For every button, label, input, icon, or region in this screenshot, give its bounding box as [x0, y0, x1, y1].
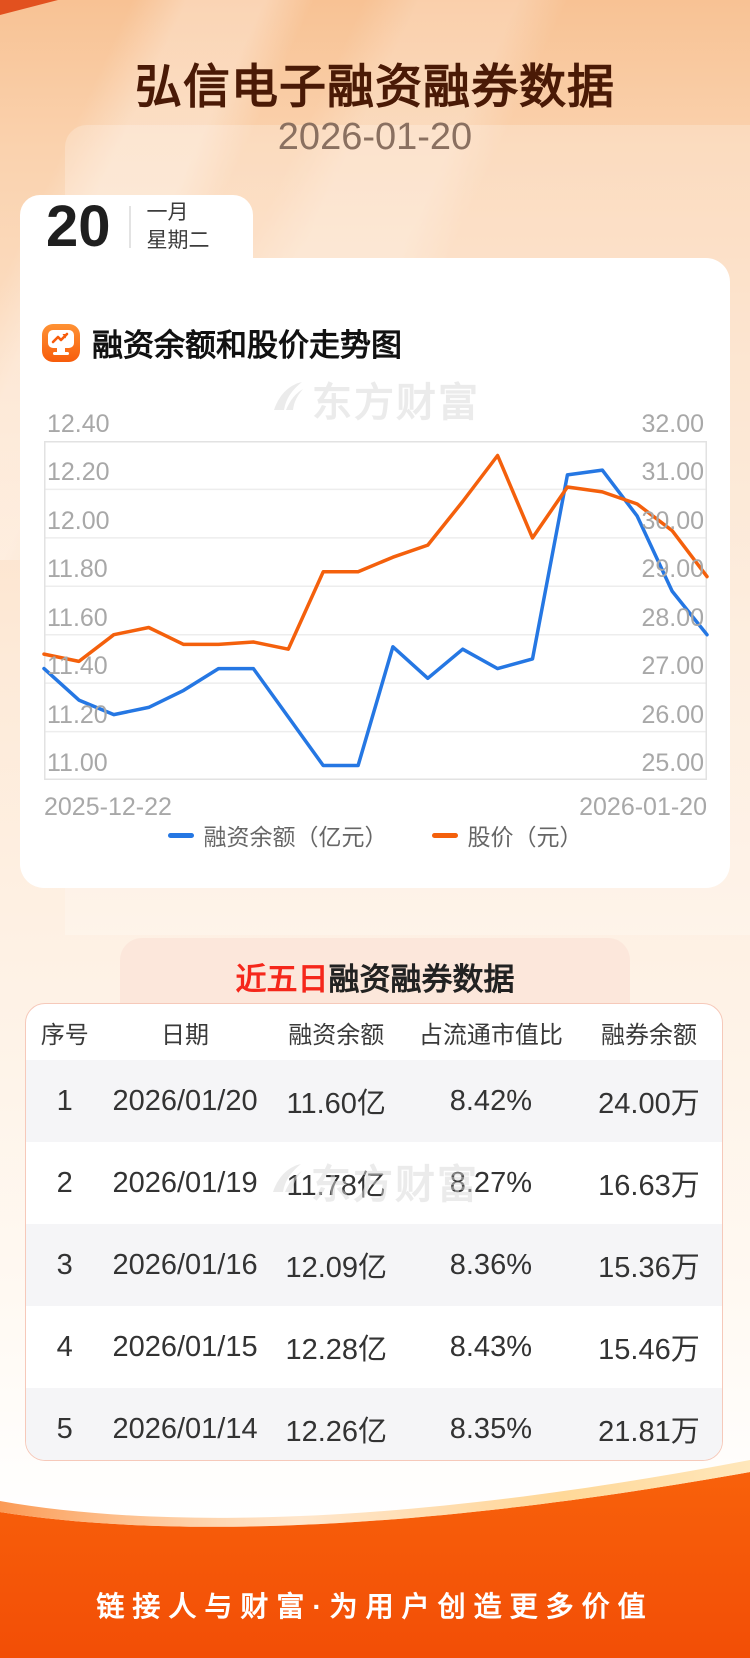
margin-data-table-card: 序号 日期 融资余额 占流通市值比 融券余额 1 2026/01/20 11.60亿 8.42… — [25, 1003, 723, 1461]
date-day: 20 — [46, 194, 111, 259]
table-cell: 2026/01/20 — [112, 1084, 258, 1117]
table-column-header: 融资余额 — [288, 1021, 385, 1049]
table-cell: 15.36万 — [598, 1252, 700, 1284]
legend-item: 融资余额（亿元） — [167, 818, 388, 852]
right-tick: 28.00 — [641, 603, 704, 632]
left-tick: 12.20 — [47, 458, 110, 487]
chart-card: 融资余额和股价走势图 东方财富 12.40 12.20 12.00 11.80 11.6… — [20, 258, 730, 888]
table-cell: 12.28亿 — [285, 1334, 388, 1366]
table-cell: 11.78亿 — [286, 1170, 386, 1202]
right-tick: 27.00 — [641, 652, 704, 681]
table-column-header: 融券余额 — [600, 1021, 697, 1049]
right-tick: 31.00 — [641, 458, 704, 487]
table-title-rest: 融资融券数据 — [328, 962, 515, 997]
table-title-highlight: 近五日 — [235, 962, 329, 997]
table-column-header: 序号 — [40, 1021, 89, 1049]
page-date: 2026-01-20 — [277, 116, 473, 158]
chart-title: 融资余额和股价走势图 — [92, 328, 402, 363]
table-row: 2 2026/01/19 11.78亿 8.27% 16.63万 — [26, 1142, 722, 1224]
footer-curve — [0, 1472, 750, 1658]
table-row: 3 2026/01/16 12.09亿 8.36% 15.36万 — [26, 1224, 722, 1306]
legend-label: 股价（元） — [467, 824, 583, 850]
table-row: 4 2026/01/15 12.28亿 8.43% 15.46万 — [26, 1306, 722, 1388]
table-cell: 11.60亿 — [286, 1088, 386, 1120]
legend-line-swatch — [167, 832, 194, 838]
left-tick: 12.40 — [47, 410, 110, 438]
table-cell: 4 — [56, 1330, 73, 1363]
footer-slogan: 链接人与财富·为用户创造更多价值 — [96, 1591, 654, 1622]
margin-data-table: 序号 日期 融资余额 占流通市值比 融券余额 1 2026/01/20 11.60亿 8.42… — [26, 1004, 722, 1460]
legend-line-swatch — [431, 832, 458, 838]
chart-monitor-icon — [42, 323, 80, 362]
right-tick: 29.00 — [641, 555, 704, 584]
footer-banner: 链接人与财富·为用户创造更多价值 — [0, 1455, 750, 1658]
left-tick: 11.40 — [47, 652, 108, 681]
table-cell: 21.81万 — [598, 1416, 700, 1448]
table-cell: 8.36% — [449, 1248, 532, 1281]
table-cell: 2026/01/14 — [112, 1412, 258, 1445]
chart-header: 融资余额和股价走势图 — [42, 320, 402, 365]
eastmoney-logo-icon — [270, 380, 304, 419]
footer-curve-highlight — [0, 1460, 750, 1527]
right-tick: 26.00 — [641, 700, 704, 729]
right-tick: 30.00 — [641, 506, 704, 535]
left-tick: 11.00 — [47, 749, 108, 777]
right-tick: 32.00 — [641, 410, 704, 438]
left-tick: 11.20 — [47, 700, 108, 729]
table-header-row: 序号 日期 融资余额 占流通市值比 融券余额 — [26, 1004, 722, 1060]
corner-ribbon-decoration — [0, 0, 58, 15]
table-cell: 15.46万 — [598, 1334, 700, 1366]
table-cell: 2026/01/19 — [112, 1166, 258, 1199]
table-cell: 5 — [56, 1412, 73, 1445]
left-tick: 11.60 — [47, 603, 108, 632]
chart-watermark: 东方财富 — [270, 370, 480, 428]
table-cell: 8.27% — [449, 1166, 532, 1199]
table-cell: 8.35% — [449, 1412, 532, 1445]
table-cell: 8.42% — [449, 1084, 532, 1117]
legend-item: 股价（元） — [431, 818, 583, 852]
watermark-text: 东方财富 — [312, 381, 480, 425]
table-cell: 24.00万 — [598, 1088, 700, 1120]
page-title: 弘信电子融资融券数据 — [135, 60, 615, 113]
left-tick: 12.00 — [47, 506, 110, 535]
chart-legend: 融资余额（亿元） 股价（元） — [20, 818, 730, 852]
date-weekday: 星期二 — [146, 229, 210, 252]
date-month: 一月 — [146, 201, 189, 224]
table-row: 1 2026/01/20 11.60亿 8.42% 24.00万 — [26, 1060, 722, 1142]
trend-chart: 12.40 12.20 12.00 11.80 11.60 11.40 11.20 11.00… — [42, 410, 709, 821]
table-cell: 12.09亿 — [285, 1252, 388, 1284]
date-divider — [128, 206, 131, 248]
x-axis-end-label: 2026-01-20 — [579, 793, 707, 821]
date-card: 20 一月 星期二 — [20, 195, 253, 259]
table-cell: 16.63万 — [598, 1170, 700, 1202]
table-row: 5 2026/01/14 12.26亿 8.35% 21.81万 — [26, 1388, 722, 1460]
table-cell: 2 — [56, 1166, 73, 1199]
table-cell: 8.43% — [449, 1330, 532, 1363]
table-cell: 1 — [56, 1084, 73, 1117]
table-cell: 12.26亿 — [285, 1416, 388, 1448]
x-axis-start-label: 2025-12-22 — [44, 793, 172, 821]
table-cell: 3 — [56, 1248, 73, 1281]
right-tick: 25.00 — [641, 749, 704, 777]
table-column-header: 日期 — [161, 1021, 210, 1049]
left-tick: 11.80 — [47, 555, 108, 584]
legend-label: 融资余额（亿元） — [203, 824, 388, 850]
table-cell: 2026/01/15 — [112, 1330, 258, 1363]
table-column-header: 占流通市值比 — [418, 1021, 563, 1049]
table-cell: 2026/01/16 — [112, 1248, 258, 1281]
